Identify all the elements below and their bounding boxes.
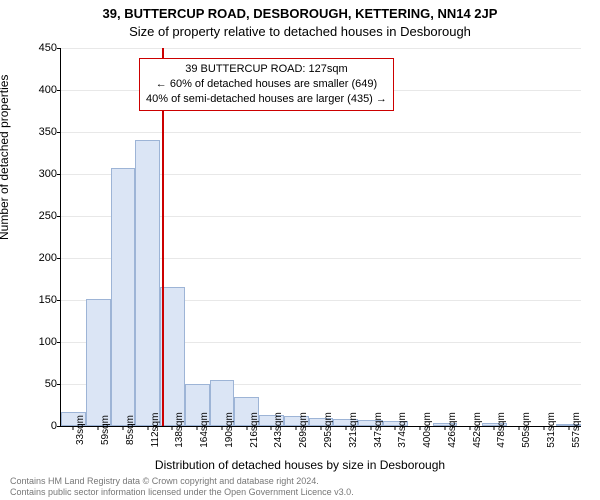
x-axis-label: Distribution of detached houses by size … — [0, 458, 600, 472]
x-tick-label: 112sqm — [148, 413, 161, 448]
x-tick-label: 452sqm — [470, 412, 483, 448]
y-tick-mark — [57, 258, 61, 259]
x-tick-label: 216sqm — [247, 412, 260, 448]
y-tick-label: 250 — [39, 210, 57, 222]
y-tick-label: 0 — [51, 420, 57, 432]
x-tick-label: 190sqm — [222, 412, 235, 448]
x-tick-label: 478sqm — [494, 412, 507, 448]
y-tick-label: 150 — [39, 294, 57, 306]
x-tick-label: 164sqm — [197, 412, 210, 448]
y-tick-mark — [57, 300, 61, 301]
x-tick-label: 400sqm — [420, 412, 433, 448]
y-tick-mark — [57, 48, 61, 49]
gridline — [61, 132, 581, 133]
footer-attribution: Contains HM Land Registry data © Crown c… — [10, 476, 354, 498]
annotation-line-3: 40% of semi-detached houses are larger (… — [146, 92, 387, 107]
y-axis-label: Number of detached properties — [0, 75, 11, 240]
y-tick-label: 400 — [39, 84, 57, 96]
y-tick-label: 450 — [39, 42, 57, 54]
x-tick-label: 426sqm — [445, 412, 458, 448]
histogram-bar — [86, 299, 111, 426]
footer-line-1: Contains HM Land Registry data © Crown c… — [10, 476, 354, 487]
y-tick-mark — [57, 216, 61, 217]
annotation-line-2: ← 60% of detached houses are smaller (64… — [146, 77, 387, 92]
x-tick-label: 531sqm — [544, 412, 557, 448]
y-tick-mark — [57, 426, 61, 427]
x-tick-label: 347sqm — [371, 412, 384, 448]
footer-line-2: Contains public sector information licen… — [10, 487, 354, 498]
x-tick-label: 243sqm — [271, 412, 284, 448]
chart-title-desc: Size of property relative to detached ho… — [0, 24, 600, 39]
chart-title-address: 39, BUTTERCUP ROAD, DESBOROUGH, KETTERIN… — [0, 6, 600, 21]
x-tick-label: 138sqm — [172, 412, 185, 448]
y-tick-label: 50 — [45, 378, 57, 390]
y-tick-mark — [57, 132, 61, 133]
x-tick-label: 321sqm — [346, 412, 359, 448]
y-tick-label: 300 — [39, 168, 57, 180]
x-tick-label: 59sqm — [98, 415, 111, 445]
gridline — [61, 48, 581, 49]
histogram-bar — [111, 168, 136, 426]
x-tick-label: 85sqm — [123, 415, 136, 445]
x-tick-label: 505sqm — [519, 412, 532, 448]
histogram-bar — [135, 140, 160, 426]
annotation-line-1: 39 BUTTERCUP ROAD: 127sqm — [146, 62, 387, 77]
x-tick-label: 374sqm — [395, 412, 408, 448]
y-tick-mark — [57, 174, 61, 175]
y-tick-mark — [57, 342, 61, 343]
y-tick-mark — [57, 384, 61, 385]
x-tick-label: 295sqm — [321, 412, 334, 448]
y-tick-label: 100 — [39, 336, 57, 348]
annotation-box: 39 BUTTERCUP ROAD: 127sqm← 60% of detach… — [139, 58, 394, 111]
y-tick-mark — [57, 90, 61, 91]
y-tick-label: 200 — [39, 252, 57, 264]
x-tick-label: 269sqm — [296, 412, 309, 448]
y-tick-label: 350 — [39, 126, 57, 138]
x-tick-label: 33sqm — [73, 415, 86, 445]
x-tick-label: 557sqm — [569, 412, 582, 448]
histogram-plot: 05010015020025030035040045033sqm59sqm85s… — [60, 48, 581, 427]
